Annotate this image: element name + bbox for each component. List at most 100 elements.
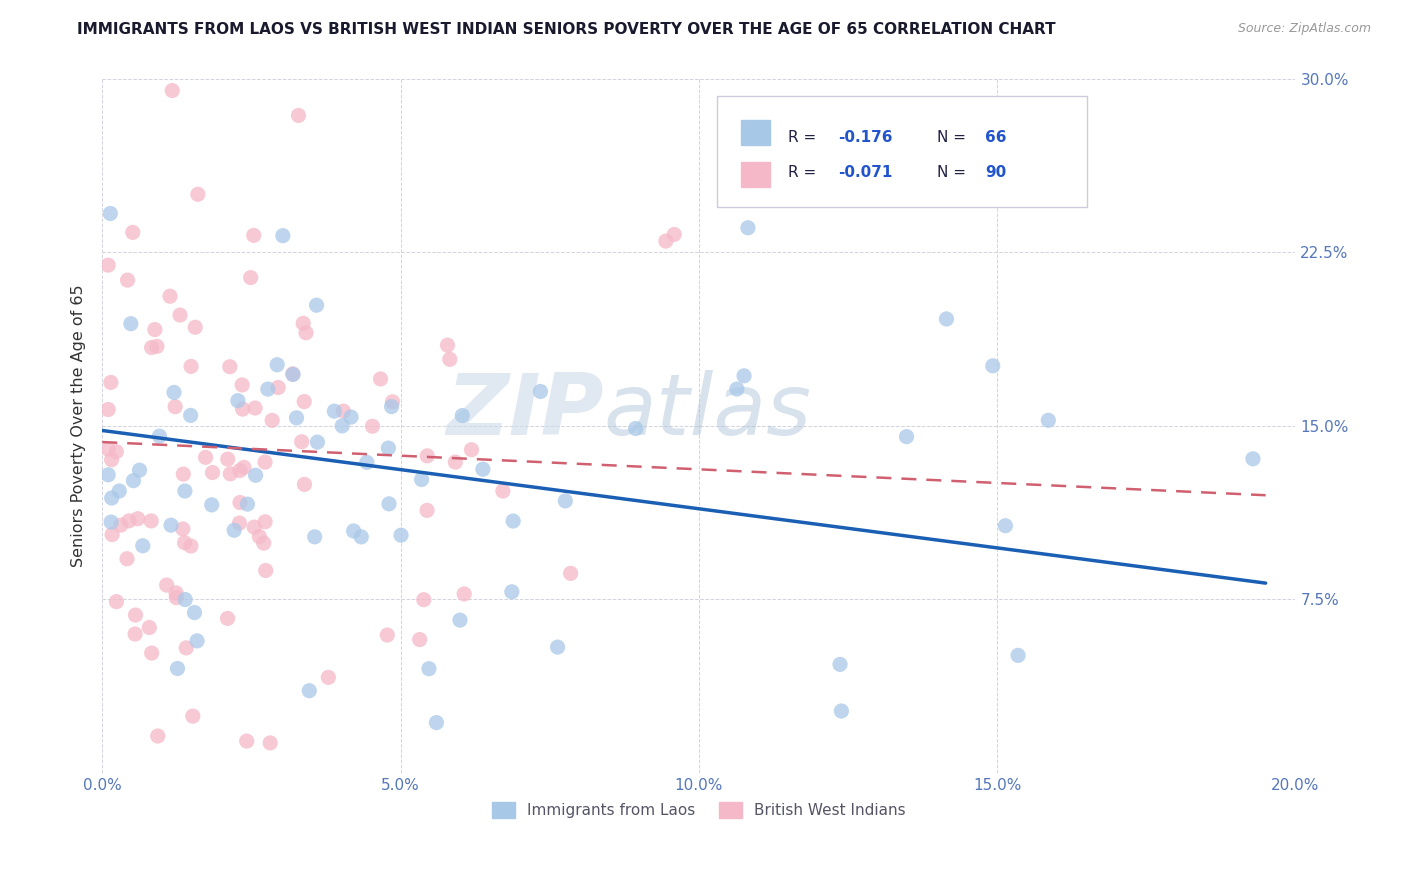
Point [381, 400, 404, 414]
Point [1038, 413, 1060, 427]
Point [460, 442, 482, 457]
Point [97, 402, 120, 417]
Point [259, 736, 281, 750]
Point [451, 409, 474, 423]
Point [180, 539, 202, 553]
Point [124, 608, 146, 623]
Point [377, 441, 399, 455]
Point [560, 566, 582, 581]
Point [239, 270, 262, 285]
Point [247, 530, 270, 544]
Point [655, 234, 678, 248]
Point [361, 419, 384, 434]
Point [138, 620, 160, 634]
Point [416, 503, 439, 517]
Point [141, 514, 163, 528]
Y-axis label: Seniors Poverty Over the Age of 65: Seniors Poverty Over the Age of 65 [72, 285, 86, 567]
Point [160, 518, 183, 533]
Point [896, 429, 918, 443]
Point [1241, 451, 1264, 466]
Point [332, 404, 354, 418]
Point [100, 515, 122, 529]
Point [156, 578, 179, 592]
Point [412, 592, 434, 607]
Point [307, 435, 329, 450]
Point [492, 483, 515, 498]
Point [436, 338, 458, 352]
Point [253, 536, 276, 550]
Bar [741, 120, 770, 145]
Point [243, 401, 266, 415]
Point [439, 352, 461, 367]
Point [172, 467, 194, 482]
Point [389, 528, 412, 542]
Point [165, 586, 187, 600]
Point [174, 640, 197, 655]
Point [411, 473, 433, 487]
Point [243, 520, 266, 534]
FancyBboxPatch shape [717, 96, 1087, 207]
Point [271, 228, 294, 243]
Point [148, 429, 170, 443]
Point [375, 628, 398, 642]
Point [408, 632, 430, 647]
Text: R =: R = [789, 165, 821, 180]
Text: N =: N = [938, 130, 972, 145]
Point [262, 413, 284, 427]
Point [186, 633, 208, 648]
Point [180, 359, 202, 374]
Point [664, 227, 686, 242]
Point [146, 339, 169, 353]
Point [449, 613, 471, 627]
Point [292, 317, 315, 331]
Point [342, 524, 364, 538]
Point [169, 308, 191, 322]
Point [98, 206, 121, 220]
Point [981, 359, 1004, 373]
Point [183, 606, 205, 620]
Point [425, 715, 447, 730]
Point [828, 657, 851, 672]
Point [305, 298, 328, 312]
Point [105, 444, 128, 458]
Point [233, 460, 256, 475]
Point [194, 450, 217, 465]
Text: N =: N = [938, 165, 972, 180]
Point [128, 463, 150, 477]
Point [121, 226, 143, 240]
Point [350, 530, 373, 544]
Text: R =: R = [789, 130, 821, 145]
Point [100, 491, 122, 505]
Point [187, 187, 209, 202]
Point [253, 455, 276, 469]
Point [97, 442, 120, 457]
Point [281, 368, 304, 382]
Point [266, 358, 288, 372]
Point [229, 463, 252, 477]
Text: 90: 90 [986, 165, 1007, 180]
Legend: Immigrants from Laos, British West Indians: Immigrants from Laos, British West India… [486, 796, 911, 824]
Point [236, 497, 259, 511]
Point [378, 497, 401, 511]
Point [295, 326, 318, 340]
Point [501, 584, 523, 599]
Point [108, 483, 131, 498]
Point [245, 468, 267, 483]
Point [184, 320, 207, 334]
Point [830, 704, 852, 718]
Point [100, 452, 122, 467]
Point [416, 449, 439, 463]
Point [159, 289, 181, 303]
Point [141, 646, 163, 660]
Point [163, 385, 186, 400]
Point [370, 372, 392, 386]
Point [97, 258, 120, 272]
Text: -0.176: -0.176 [838, 130, 893, 145]
Point [304, 530, 326, 544]
Point [254, 515, 277, 529]
Point [340, 410, 363, 425]
Point [180, 409, 202, 423]
Text: 66: 66 [986, 130, 1007, 145]
Point [356, 455, 378, 469]
Point [733, 368, 755, 383]
